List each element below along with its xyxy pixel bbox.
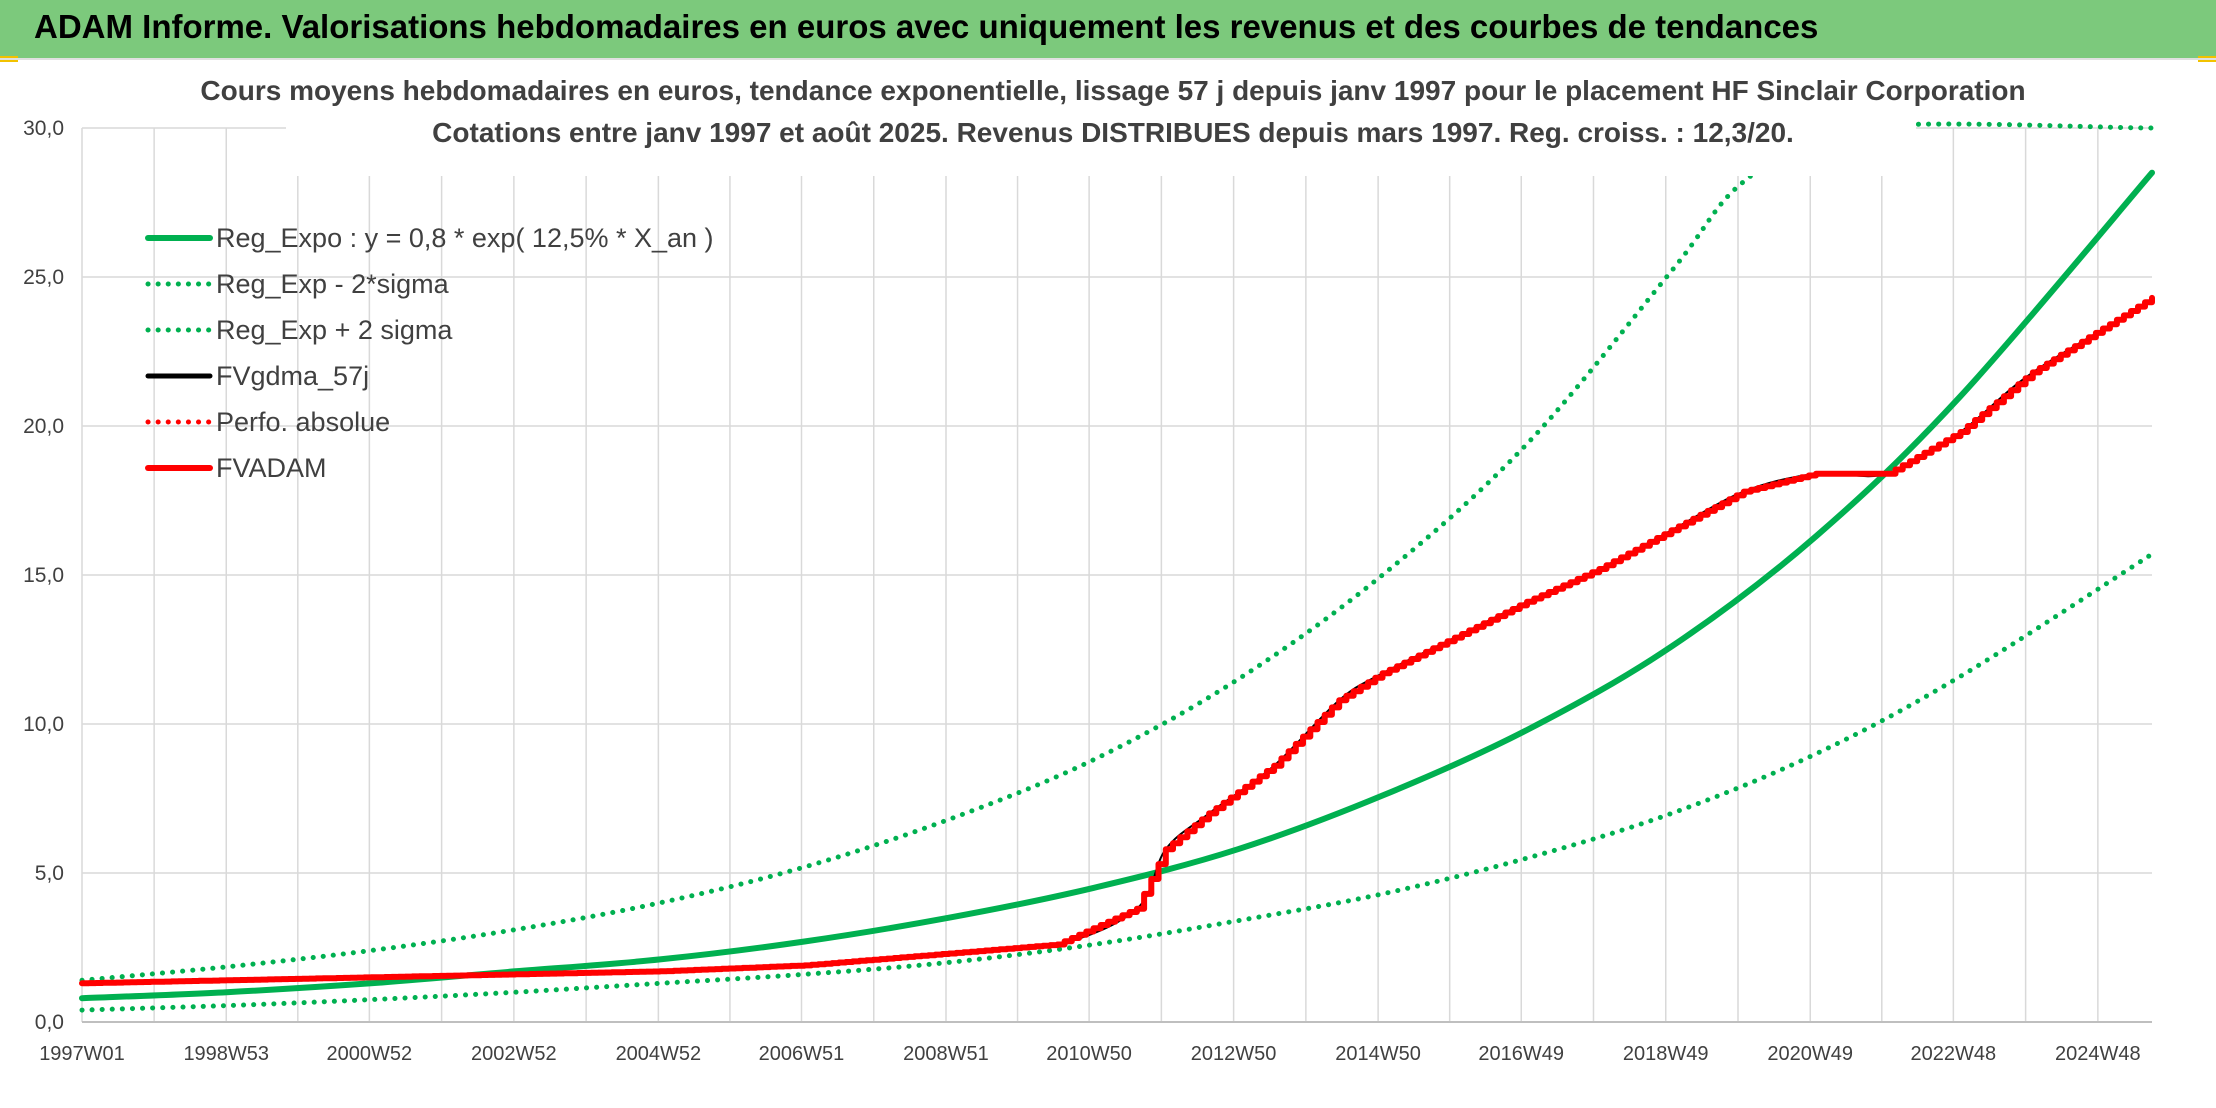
x-tick-label: 2024W48 (2055, 1043, 2141, 1065)
chart-title-line: Cotations entre janv 1997 et août 2025. … (432, 117, 1794, 148)
line-chart: 0,0 5,0 10,0 15,0 20,0 25,0 30,0 1997W01 1998W53… (23, 64, 2155, 1065)
x-tick-label: 2016W49 (1478, 1043, 1564, 1065)
report-title: ADAM Informe. Valorisations hebdomadaire… (34, 8, 1819, 45)
x-tick-label: 1998W53 (183, 1043, 269, 1065)
y-tick-label: 15,0 (23, 564, 64, 587)
legend-label: Perfo. absolue (216, 407, 390, 437)
chart-title-backdrop (286, 64, 1916, 176)
x-tick-label: 2018W49 (1623, 1043, 1709, 1065)
legend-label: Reg_Expo : y = 0,8 * exp( 12,5% * X_an ) (216, 223, 714, 253)
x-tick-label: 2020W49 (1767, 1043, 1853, 1065)
x-tick-label: 1997W01 (39, 1043, 125, 1065)
x-tick-label: 2008W51 (903, 1043, 989, 1065)
y-tick-label: 0,0 (35, 1011, 64, 1034)
x-tick-label: 2014W50 (1335, 1043, 1421, 1065)
x-tick-label: 2002W52 (471, 1043, 557, 1065)
legend-label: Reg_Exp + 2 sigma (216, 315, 453, 345)
series-line-reg-exp-2-sigma (79, 551, 2155, 1013)
y-tick-label: 20,0 (23, 415, 64, 438)
y-tick-label: 25,0 (23, 266, 64, 289)
x-tick-label: 2000W52 (327, 1043, 413, 1065)
y-tick-label: 30,0 (23, 117, 64, 140)
chart-title-line: Cours moyens hebdomadaires en euros, ten… (200, 75, 2025, 106)
y-tick-label: 5,0 (35, 862, 64, 885)
legend-label: FVADAM (216, 453, 327, 483)
x-tick-label: 2006W51 (759, 1043, 845, 1065)
series-line-reg-exp-2-sigma (79, 121, 2155, 983)
y-tick-label: 10,0 (23, 713, 64, 736)
x-tick-label: 2022W48 (1911, 1043, 1997, 1065)
legend-label: FVgdma_57j (216, 361, 369, 391)
chart-frame: 0,0 5,0 10,0 15,0 20,0 25,0 30,0 1997W01 1998W53… (0, 58, 2216, 1106)
x-tick-label: 2004W52 (616, 1043, 702, 1065)
x-tick-label: 2010W50 (1046, 1043, 1132, 1065)
x-tick-label: 2012W50 (1191, 1043, 1277, 1065)
series-line-fvadam (79, 294, 2155, 987)
report-banner: ADAM Informe. Valorisations hebdomadaire… (0, 0, 2216, 58)
legend-label: Reg_Exp - 2*sigma (216, 269, 450, 299)
